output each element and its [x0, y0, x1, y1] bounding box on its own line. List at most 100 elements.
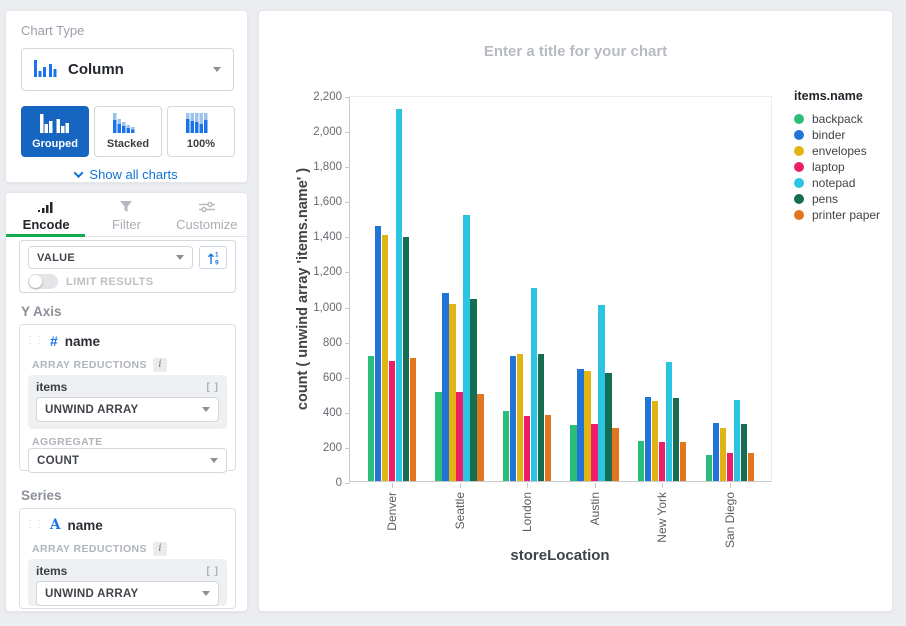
y-axis-field-card: ⋮⋮ # name ARRAY REDUCTIONS i items [ ] U…	[19, 324, 236, 473]
legend-item: backpack	[794, 111, 890, 127]
sort-by-value: VALUE	[37, 251, 75, 264]
sort-by-select[interactable]: VALUE	[28, 246, 193, 269]
legend-items: backpack binder envelopes laptop notepad pens…	[794, 111, 890, 223]
legend-item: printer paper	[794, 207, 890, 223]
tab-customize[interactable]: Customize	[167, 193, 247, 236]
svg-text:1: 1	[215, 251, 219, 258]
y-axis-unwind-select[interactable]: UNWIND ARRAY	[36, 397, 219, 422]
bar-laptop-San-Diego	[726, 452, 734, 481]
y-tick-label: 1,600	[313, 196, 342, 209]
bar-binder-Seattle	[442, 293, 449, 481]
variant-stacked-button[interactable]: Stacked	[94, 106, 162, 157]
bar-laptop-London	[523, 416, 531, 481]
plot-area: 0 200 400 600 800 1,000 1,200 1,400 1,600 1,800 2,…	[313, 91, 772, 548]
bar-binder-London	[509, 356, 517, 481]
y-tick-label: 200	[322, 441, 342, 454]
y-tick-mark	[345, 412, 350, 414]
legend-label: backpack	[812, 112, 863, 126]
y-tick-label: 400	[322, 406, 342, 419]
bar-pens-New-York	[672, 397, 680, 481]
tab-filter[interactable]: Filter	[86, 193, 166, 236]
info-icon[interactable]: i	[152, 542, 167, 556]
x-tick-mark	[662, 483, 664, 488]
array-reductions-label: ARRAY REDUCTIONS	[32, 543, 147, 555]
chart-type-panel: Chart Type Column	[5, 10, 248, 183]
chart-title-placeholder[interactable]: Enter a title for your chart	[483, 43, 668, 60]
bar-notepad-New-York	[665, 361, 673, 481]
variant-100-button[interactable]: 100%	[167, 106, 235, 157]
y-tick-label: 2,000	[313, 126, 342, 139]
bar-notepad-Seattle	[463, 215, 470, 481]
series-field-chip[interactable]: ⋮⋮ A name	[25, 516, 103, 534]
x-tick-mark	[594, 483, 596, 488]
bar-binder-Austin	[577, 368, 584, 481]
x-tick-label: Seattle	[452, 492, 467, 530]
bar-pens-Austin	[605, 373, 612, 481]
numeric-sort-button[interactable]: 1 9	[199, 246, 227, 269]
y-tick-mark	[345, 202, 350, 204]
bar-envelopes-New-York	[651, 401, 659, 481]
bar-envelopes-Denver	[381, 235, 389, 481]
legend-dot	[794, 210, 804, 220]
number-type-icon: #	[50, 333, 58, 349]
array-brackets-icon: [ ]	[206, 565, 219, 577]
x-tick-mark	[730, 483, 731, 488]
bar-notepad-Denver	[395, 109, 403, 481]
chevron-down-icon	[202, 407, 210, 412]
y-tick-mark	[345, 307, 350, 309]
drag-handle-icon[interactable]: ⋮⋮	[25, 519, 44, 530]
info-icon[interactable]: i	[152, 358, 167, 372]
chart-type-select[interactable]: Column	[21, 48, 234, 91]
svg-text:9: 9	[215, 259, 219, 265]
drag-handle-icon[interactable]: ⋮⋮	[25, 335, 44, 346]
show-all-charts-link[interactable]: Show all charts	[6, 167, 247, 182]
bar-notepad-San-Diego	[733, 399, 741, 481]
variant-grouped-button[interactable]: Grouped	[21, 106, 89, 157]
toggle-knob	[29, 275, 42, 288]
chevron-down-icon	[73, 168, 84, 179]
series-reductions-row: ARRAY REDUCTIONS i	[32, 542, 167, 556]
bar-notepad-London	[530, 288, 538, 481]
reduction-field-name: items	[36, 380, 68, 394]
y-tick-label: 2,200	[313, 91, 342, 103]
y-axis-heading: Y Axis	[21, 304, 62, 319]
x-axis-title: storeLocation	[510, 547, 610, 564]
stacked-bars-icon	[113, 113, 143, 136]
bar-chart-icon	[38, 201, 54, 216]
y-axis-field-chip[interactable]: ⋮⋮ # name	[25, 332, 100, 350]
encode-panel: Encode Filter	[5, 192, 248, 612]
chevron-down-icon	[202, 591, 210, 596]
bar-envelopes-San-Diego	[719, 428, 727, 481]
y-axis-reduction-box: items [ ] UNWIND ARRAY	[28, 375, 227, 429]
bar-backpack-Austin	[570, 424, 577, 481]
y-tick-mark	[345, 167, 350, 169]
aggregate-select[interactable]: COUNT	[28, 448, 227, 473]
bar-backpack-Denver	[367, 355, 375, 481]
bar-notepad-Austin	[598, 304, 605, 481]
funnel-icon	[119, 200, 133, 216]
x-tick-label: London	[520, 492, 535, 533]
string-type-icon: A	[50, 517, 61, 533]
tab-encode[interactable]: Encode	[6, 193, 86, 236]
y-tick-label: 1,000	[313, 301, 342, 314]
bar-printer-paper-London	[544, 414, 552, 481]
y-tick-mark	[345, 97, 350, 98]
bar-printer-paper-New-York	[679, 442, 687, 481]
bar-pens-San-Diego	[740, 423, 748, 481]
chart-type-label: Chart Type	[21, 23, 85, 38]
y-tick-mark	[345, 483, 350, 484]
y-tick-label: 1,400	[313, 231, 342, 244]
chart-preview-card: Enter a title for your chart count ( unw…	[258, 10, 893, 612]
chevron-down-icon	[176, 255, 184, 260]
reduction-field-name: items	[36, 564, 68, 578]
bar-laptop-New-York	[658, 441, 666, 481]
legend-label: pens	[812, 192, 839, 206]
series-unwind-select[interactable]: UNWIND ARRAY	[36, 581, 219, 606]
x-tick-label: San Diego	[723, 492, 737, 549]
limit-results-toggle[interactable]	[28, 274, 58, 289]
grouped-bars-icon	[40, 113, 70, 136]
bar-binder-San-Diego	[712, 422, 720, 481]
y-axis-reductions-row: ARRAY REDUCTIONS i	[32, 358, 167, 372]
tab-bar: Encode Filter	[6, 193, 247, 237]
